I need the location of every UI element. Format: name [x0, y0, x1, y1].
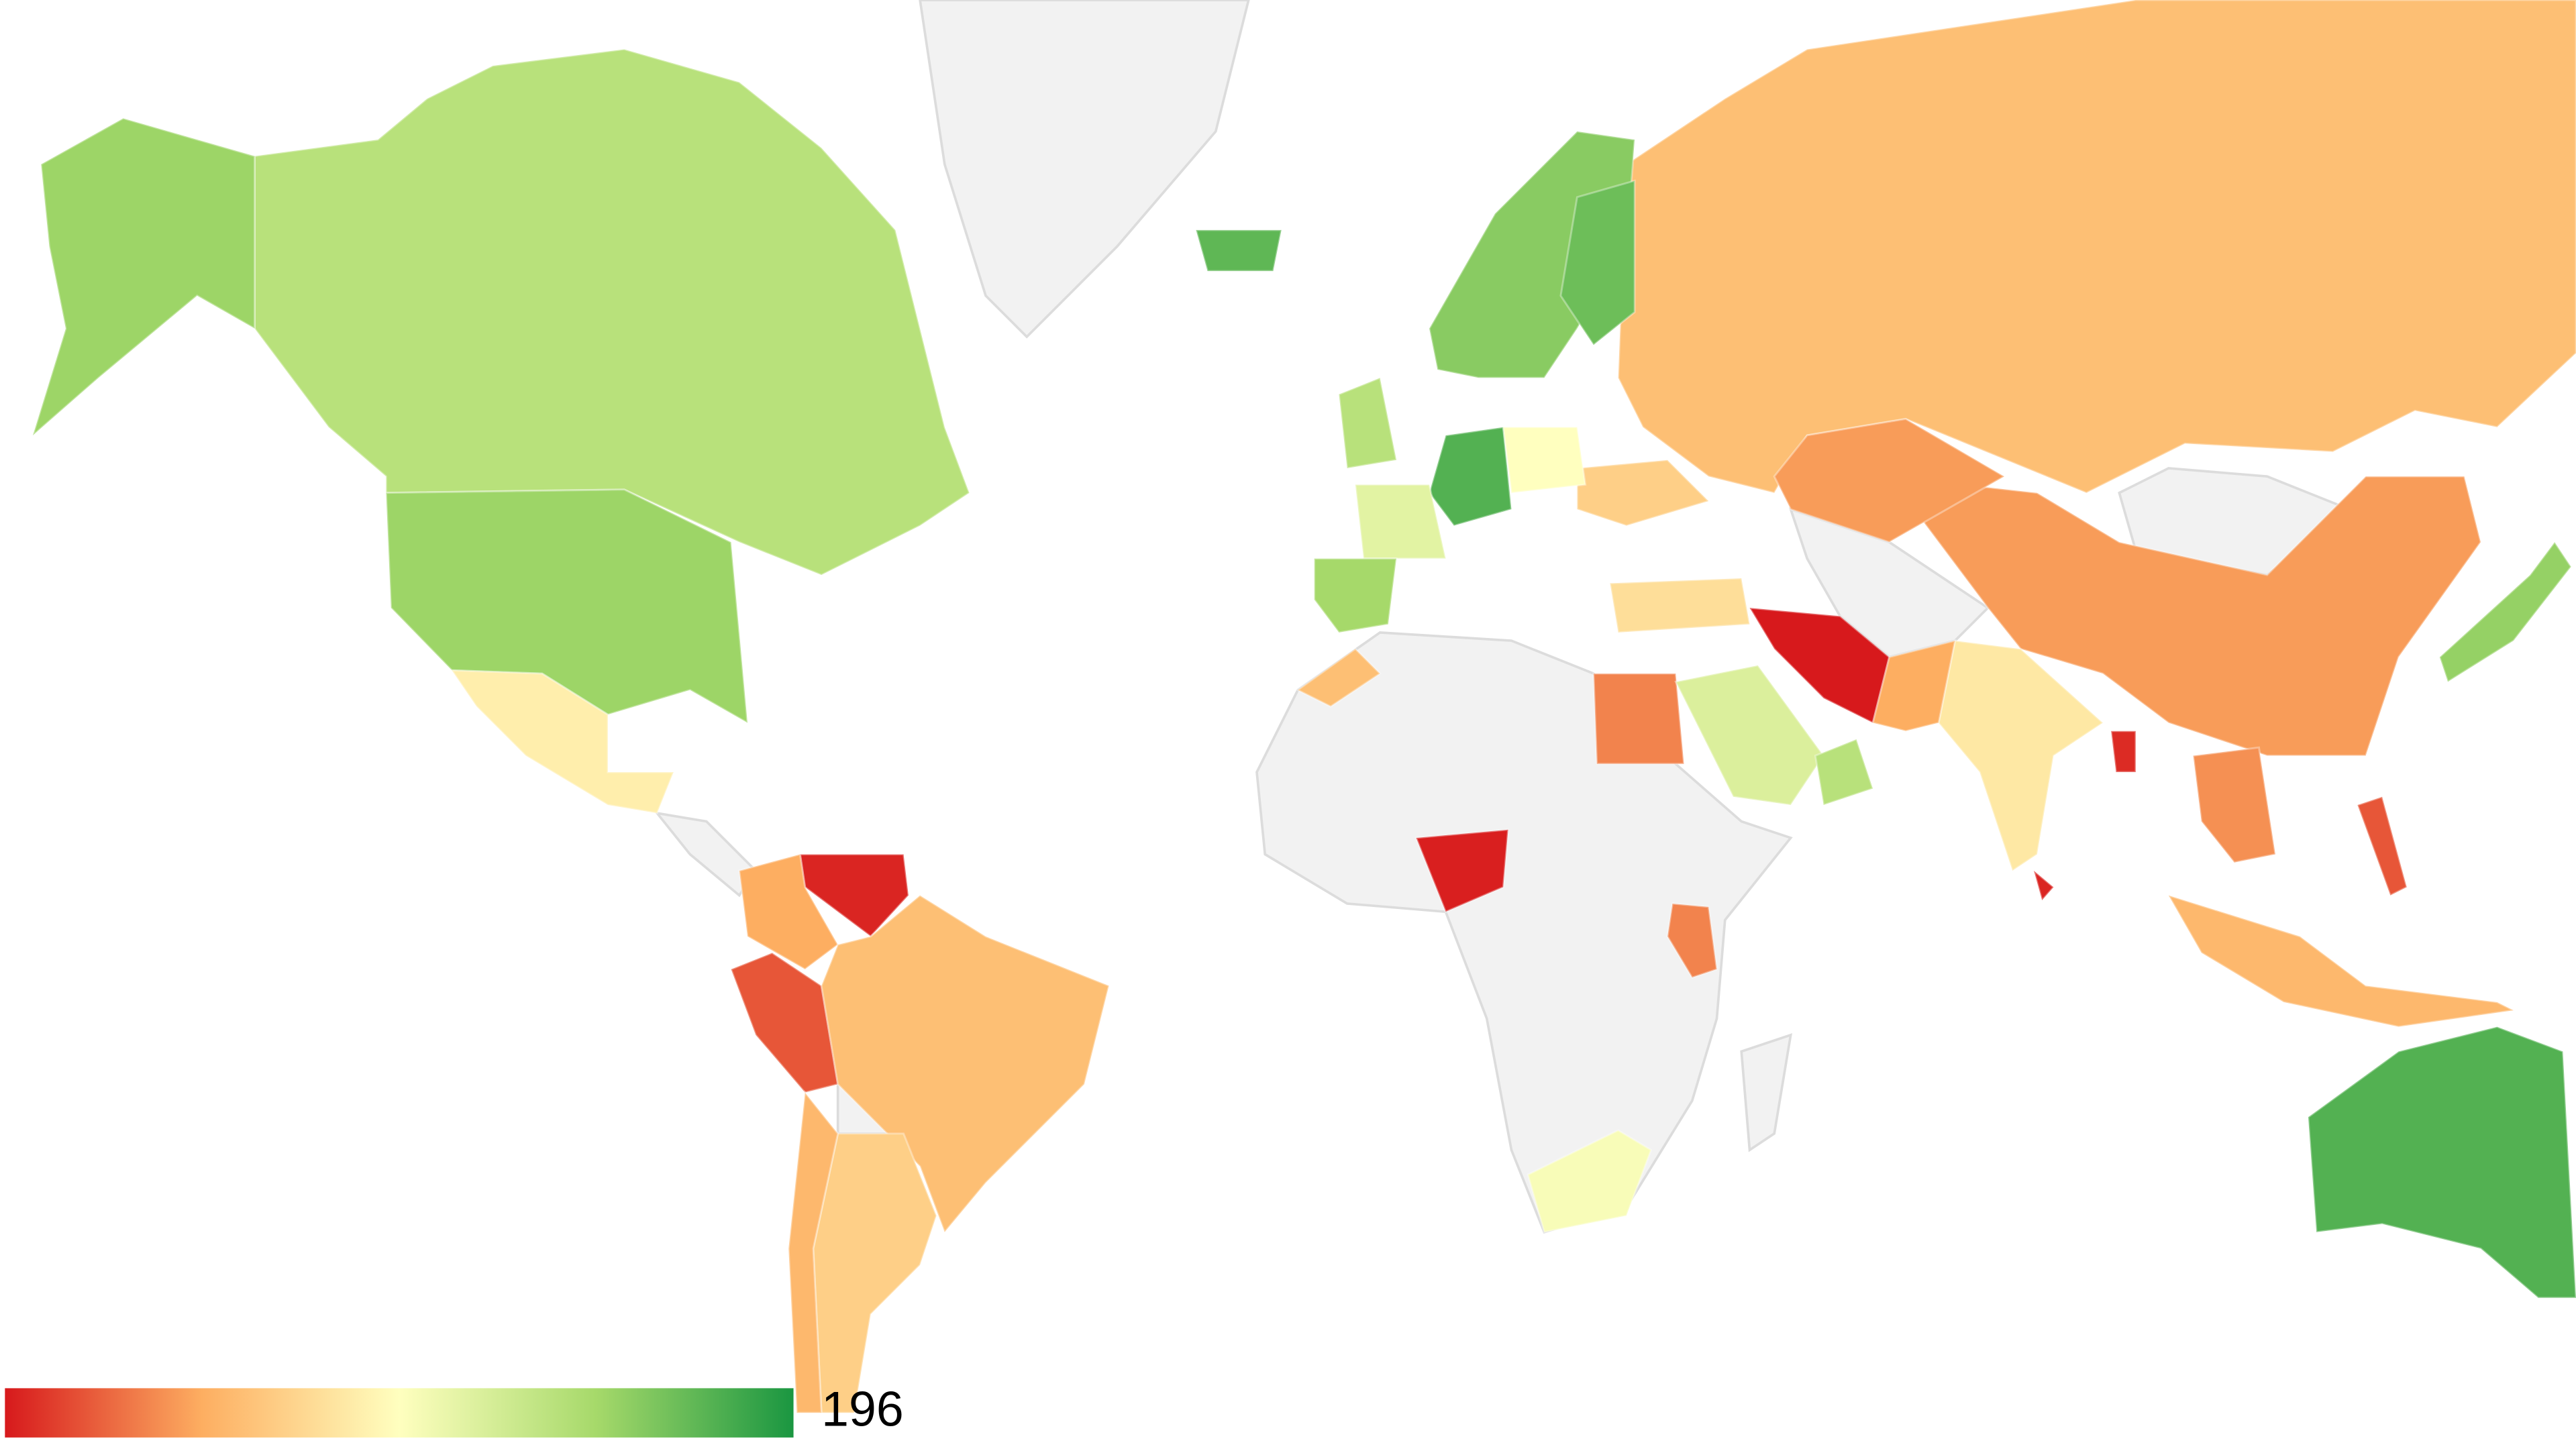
country[interactable]: [1296, 647, 1382, 708]
country[interactable]: [1576, 459, 1711, 527]
country[interactable]: [787, 1089, 839, 1414]
legend-bar: [5, 1388, 794, 1438]
country[interactable]: [2032, 867, 2055, 903]
country[interactable]: [1674, 664, 1825, 806]
country[interactable]: [254, 48, 971, 576]
countries: [31, 0, 2576, 1414]
country[interactable]: [1592, 672, 1686, 765]
country[interactable]: [2438, 540, 2573, 684]
country[interactable]: [729, 951, 839, 1094]
country[interactable]: [2356, 795, 2408, 897]
country[interactable]: [1608, 577, 1751, 634]
country[interactable]: [812, 1132, 938, 1414]
country[interactable]: [2307, 1026, 2576, 1299]
country[interactable]: [1887, 475, 2482, 757]
country[interactable]: [2192, 746, 2277, 864]
region: [919, 0, 1250, 339]
country[interactable]: [1428, 426, 1513, 527]
country[interactable]: [1313, 557, 1398, 634]
country[interactable]: [1617, 0, 2576, 494]
country[interactable]: [1666, 902, 1718, 979]
country[interactable]: [2110, 730, 2137, 773]
country[interactable]: [1559, 179, 1636, 347]
country[interactable]: [1814, 738, 1874, 806]
country[interactable]: [1773, 417, 2006, 543]
country[interactable]: [1337, 376, 1398, 470]
country[interactable]: [31, 117, 256, 439]
no-data-regions: [654, 0, 2352, 1234]
country[interactable]: [1354, 483, 1447, 560]
country[interactable]: [1871, 639, 1957, 733]
country[interactable]: [450, 669, 675, 814]
country[interactable]: [1502, 426, 1587, 494]
country[interactable]: [1527, 1129, 1653, 1234]
country[interactable]: [384, 488, 749, 725]
country[interactable]: [1194, 229, 1283, 272]
legend-max-label: 196: [821, 1382, 904, 1437]
country[interactable]: [1937, 639, 2105, 873]
region: [1740, 1033, 1793, 1152]
country[interactable]: [2166, 894, 2517, 1028]
country[interactable]: [820, 894, 1111, 1234]
country[interactable]: [1414, 828, 1510, 914]
